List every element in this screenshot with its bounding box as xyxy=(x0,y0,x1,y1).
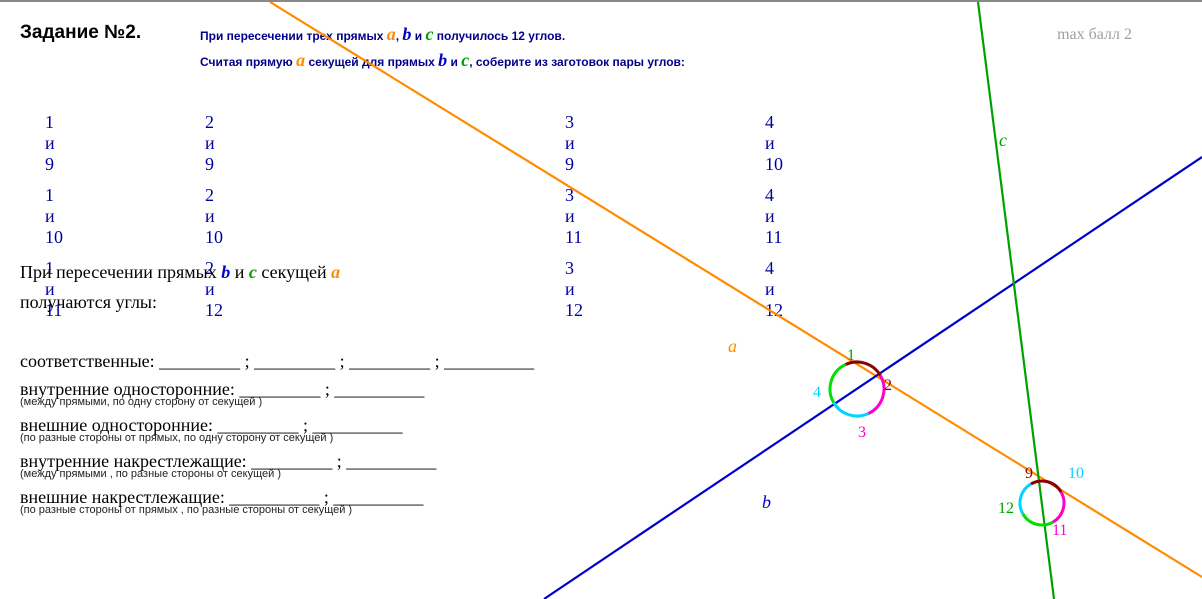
angle-arc xyxy=(834,403,869,417)
line-label-c: c xyxy=(999,130,1007,151)
angle-arc xyxy=(868,376,884,414)
page: Задание №2. max балл 2 При пересечении т… xyxy=(0,0,1202,599)
angle-arc xyxy=(1020,484,1031,514)
angle-number: 10 xyxy=(1068,465,1084,483)
angle-number: 1 xyxy=(847,347,855,365)
angle-number: 12 xyxy=(998,500,1014,518)
angle-arc xyxy=(1031,481,1061,492)
line-b xyxy=(544,157,1202,599)
angle-number: 3 xyxy=(858,424,866,442)
angle-number: 2 xyxy=(884,377,892,395)
angle-number: 4 xyxy=(813,384,821,402)
line-a xyxy=(270,2,1202,577)
angle-arc xyxy=(1053,492,1064,522)
angle-number: 11 xyxy=(1052,522,1067,540)
line-label-b: b xyxy=(762,492,771,513)
angle-arc xyxy=(1023,514,1053,525)
diagram-svg xyxy=(0,2,1202,599)
line-label-a: a xyxy=(728,336,737,357)
angle-number: 9 xyxy=(1025,465,1033,483)
